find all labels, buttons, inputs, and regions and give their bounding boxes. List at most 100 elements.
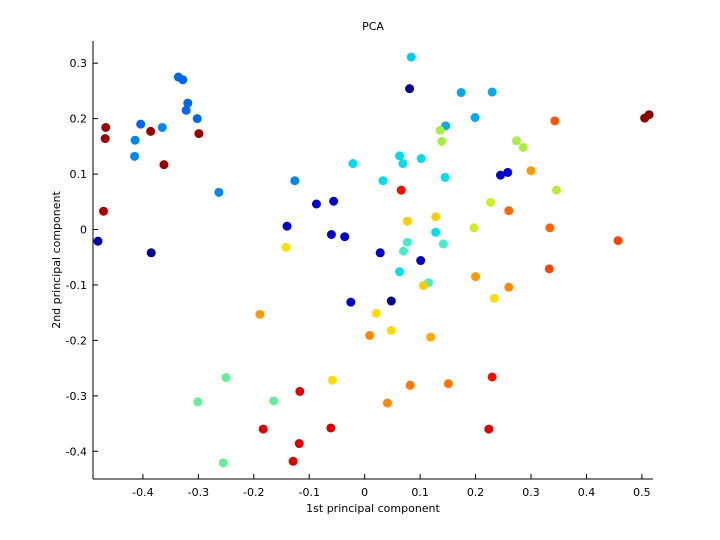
scatter-point [386, 325, 396, 335]
scatter-point [269, 396, 279, 406]
scatter-point [402, 216, 412, 226]
scatter-point [489, 293, 499, 303]
scatter-point [496, 170, 506, 180]
scatter-point [504, 282, 514, 292]
scatter-point [405, 380, 415, 390]
scatter-point [146, 248, 156, 258]
chart-title: PCA [362, 20, 384, 33]
scatter-point [398, 246, 408, 256]
scatter-point [545, 223, 555, 233]
scatter-point [396, 185, 406, 195]
scatter-point [221, 373, 231, 383]
scatter-point [406, 52, 416, 62]
scatter-point [146, 126, 156, 136]
x-tick-label: -0.1 [299, 486, 320, 499]
x-tick-label: 0.5 [633, 486, 651, 499]
scatter-point [159, 160, 169, 170]
y-tick-label: 0 [80, 224, 87, 237]
scatter-point [130, 151, 140, 161]
scatter-point [282, 221, 292, 231]
scatter-point [437, 136, 447, 146]
scatter-point [426, 332, 436, 342]
scatter-point [443, 379, 453, 389]
scatter-point [214, 187, 224, 197]
scatter-point [193, 397, 203, 407]
y-tick-label: -0.1 [66, 279, 87, 292]
scatter-point [471, 272, 481, 282]
scatter-point [218, 458, 228, 468]
x-tick-label: 0.4 [578, 486, 596, 499]
scatter-point [395, 151, 405, 161]
scatter-point [440, 172, 450, 182]
scatter-point [487, 87, 497, 97]
scatter-point [136, 119, 146, 129]
y-tick-label: -0.3 [66, 390, 87, 403]
x-tick-label: -0.3 [188, 486, 209, 499]
scatter-point [192, 114, 202, 124]
scatter-point [613, 236, 623, 246]
scatter-point [504, 206, 514, 216]
x-tick-label: -0.4 [132, 486, 153, 499]
scatter-point [431, 212, 441, 222]
scatter-point [469, 223, 479, 233]
scatter-point [294, 439, 304, 449]
scatter-point [328, 375, 338, 385]
x-tick-label: 0.3 [522, 486, 540, 499]
y-axis-label: 2nd principal component [50, 191, 63, 329]
scatter-point [183, 98, 193, 108]
x-tick-label: 0.2 [467, 486, 485, 499]
scatter-point [100, 134, 110, 144]
scatter-point [518, 142, 528, 152]
scatter-point [402, 237, 412, 247]
scatter-point [194, 129, 204, 139]
scatter-point [395, 267, 405, 277]
y-tick-label: 0.1 [70, 168, 88, 181]
scatter-point [371, 308, 381, 318]
scatter-point [340, 232, 350, 242]
scatter-point [487, 372, 497, 382]
scatter-point [288, 456, 298, 466]
x-axis-label: 1st principal component [306, 502, 440, 515]
scatter-point [378, 176, 388, 186]
scatter-point [258, 424, 268, 434]
x-tick-label: 0.1 [411, 486, 429, 499]
scatter-point [255, 309, 265, 319]
scatter-point [326, 423, 336, 433]
scatter-point [130, 135, 140, 145]
scatter-point [295, 386, 305, 396]
scatter-point [398, 159, 408, 169]
scatter-point [329, 196, 339, 206]
scatter-point [484, 424, 494, 434]
scatter-point [435, 125, 445, 135]
scatter-point [526, 166, 536, 176]
scatter-point [348, 159, 358, 169]
scatter-point [375, 248, 385, 258]
y-tick-label: -0.4 [66, 445, 87, 458]
scatter-point [416, 154, 426, 164]
scatter-point [290, 176, 300, 186]
x-tick-label: -0.2 [243, 486, 264, 499]
scatter-point [512, 136, 522, 146]
scatter-point [470, 113, 480, 123]
scatter-point [157, 122, 167, 132]
scatter-point [416, 256, 426, 266]
scatter-point [99, 206, 109, 216]
x-tick-label: 0 [361, 486, 368, 499]
data-points [93, 52, 654, 468]
scatter-point [503, 167, 513, 177]
scatter-point [346, 297, 356, 307]
axes [92, 41, 653, 480]
scatter-point [544, 264, 554, 274]
scatter-point [438, 239, 448, 249]
scatter-point [326, 229, 336, 239]
scatter-point [281, 242, 291, 252]
scatter-point [178, 75, 188, 85]
scatter-point [552, 185, 562, 195]
scatter-point [101, 122, 111, 132]
y-tick-label: 0.3 [70, 57, 88, 70]
y-tick-label: 0.2 [70, 113, 88, 126]
scatter-point [405, 84, 415, 94]
y-ticks: -0.4 -0.3 -0.2 -0.1 0 0.1 0.2 0.3 [66, 57, 98, 458]
scatter-point [311, 199, 321, 209]
